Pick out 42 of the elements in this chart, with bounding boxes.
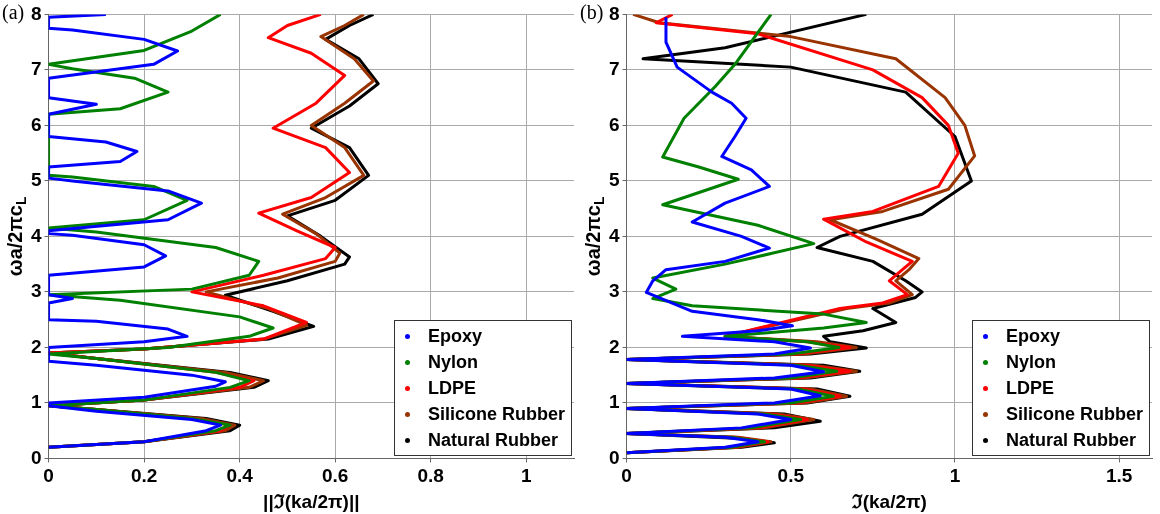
legend-label: Epoxy [428, 325, 483, 349]
y-tick-label: 4 [30, 224, 42, 246]
x-tick-label: 0.2 [130, 465, 158, 487]
legend-label: Natural Rubber [428, 429, 559, 453]
y-tick-label: 4 [608, 224, 620, 246]
legend-label: Epoxy [1006, 325, 1061, 349]
y-tick-label: 3 [608, 280, 620, 302]
text: (a) [2, 1, 25, 25]
x-tick-label: 1.5 [1105, 465, 1133, 487]
x-axis-title: ||ℑ(ka/2π)|| [263, 490, 360, 512]
y-tick-label: 5 [30, 169, 42, 191]
y-tick-label: 8 [608, 2, 620, 24]
y-axis-title: ωa/2πcL [581, 196, 607, 277]
x-tick-label: 1 [949, 465, 961, 487]
x-tick-label: 0.8 [417, 465, 444, 487]
x-tick-label: 0.4 [226, 465, 254, 487]
y-tick-label: 1 [608, 391, 620, 413]
y-tick-label: 2 [30, 335, 42, 357]
legend-label: Silicone Rubber [1006, 403, 1144, 427]
y-tick-label: 6 [30, 113, 42, 135]
legend-label: LDPE [1006, 377, 1055, 401]
y-axis-title: ωa/2πcL [3, 196, 29, 277]
text: (b) [580, 1, 604, 25]
y-tick-label: 0 [608, 446, 620, 468]
y-tick-label: 5 [608, 169, 620, 191]
x-tick-label: 1 [520, 465, 532, 487]
legend-label: Natural Rubber [1006, 429, 1137, 453]
legend-label: Nylon [428, 351, 479, 375]
legend-label: Nylon [1006, 351, 1057, 375]
y-tick-label: 3 [30, 280, 42, 302]
y-tick-label: 1 [30, 391, 42, 413]
x-tick-label: 0.5 [777, 465, 805, 487]
legend-label: Silicone Rubber [428, 403, 566, 427]
y-tick-label: 7 [608, 58, 620, 80]
y-tick-label: 7 [30, 58, 42, 80]
legend-label: LDPE [428, 377, 477, 401]
y-tick-label: 0 [30, 446, 42, 468]
x-tick-label: 0.6 [321, 465, 349, 487]
y-tick-label: 8 [30, 2, 42, 24]
y-tick-label: 6 [608, 113, 620, 135]
x-axis-title: ℑ(ka/2π) [851, 490, 927, 512]
y-tick-label: 2 [608, 335, 620, 357]
